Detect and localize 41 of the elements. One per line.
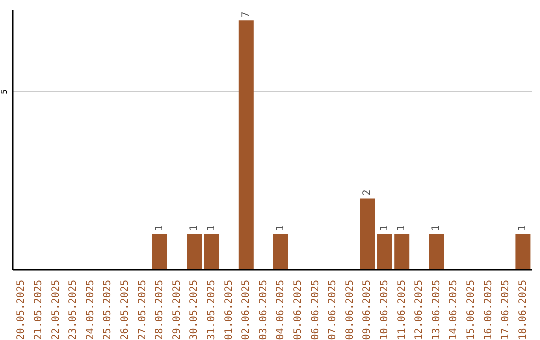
x-tick-label: 26.05.2025 — [120, 280, 131, 340]
data-label: 2 — [362, 190, 373, 196]
data-label: 1 — [379, 225, 390, 232]
x-tick-label: 13.06.2025 — [431, 280, 442, 340]
data-label: 7 — [240, 12, 252, 18]
x-tick-label: 29.05.2025 — [172, 280, 183, 340]
data-label: 1 — [518, 225, 529, 232]
x-tick-label: 27.05.2025 — [137, 280, 148, 340]
x-tick-label: 23.05.2025 — [68, 280, 80, 340]
x-tick-label: 05.06.2025 — [292, 280, 304, 340]
data-label: 1 — [276, 225, 286, 232]
x-tick-label: 01.06.2025 — [224, 280, 235, 340]
x-tick-label: 10.06.2025 — [379, 280, 390, 340]
x-tick-label: 20.05.2025 — [16, 280, 28, 340]
data-label: 1 — [189, 225, 200, 232]
x-tick-label: 18.06.2025 — [518, 280, 529, 340]
x-tick-label: 11.06.2025 — [396, 280, 408, 340]
x-tick-label: 31.05.2025 — [206, 280, 218, 340]
data-label: 1 — [206, 225, 218, 232]
x-tick-label: 12.06.2025 — [414, 280, 426, 340]
x-tick-label: 04.06.2025 — [276, 280, 287, 340]
x-tick-label: 03.06.2025 — [258, 280, 270, 340]
x-tick-label: 15.06.2025 — [466, 280, 477, 340]
x-tick-label: 22.05.2025 — [50, 280, 62, 340]
x-tick-label: 24.05.2025 — [85, 280, 96, 340]
y-tick-label: 5 — [0, 89, 9, 94]
x-tick-label: 21.05.2025 — [33, 280, 44, 340]
x-tick-label: 14.06.2025 — [448, 280, 460, 340]
x-tick-label: 16.06.2025 — [483, 280, 494, 340]
data-label: 1 — [154, 225, 166, 232]
x-tick-label: 30.05.2025 — [189, 280, 200, 340]
x-tick-label: 09.06.2025 — [362, 280, 374, 340]
x-tick-label: 02.06.2025 — [241, 280, 252, 340]
x-tick-label: 25.05.2025 — [102, 280, 114, 340]
x-tick-label: 28.05.2025 — [154, 280, 166, 340]
x-tick-label: 08.06.2025 — [344, 280, 356, 340]
data-label: 1 — [396, 225, 408, 232]
x-tick-label: 17.06.2025 — [500, 280, 512, 340]
data-label: 1 — [431, 225, 442, 232]
x-tick-label: 07.06.2025 — [328, 280, 339, 340]
x-tick-label: 06.06.2025 — [310, 280, 322, 340]
